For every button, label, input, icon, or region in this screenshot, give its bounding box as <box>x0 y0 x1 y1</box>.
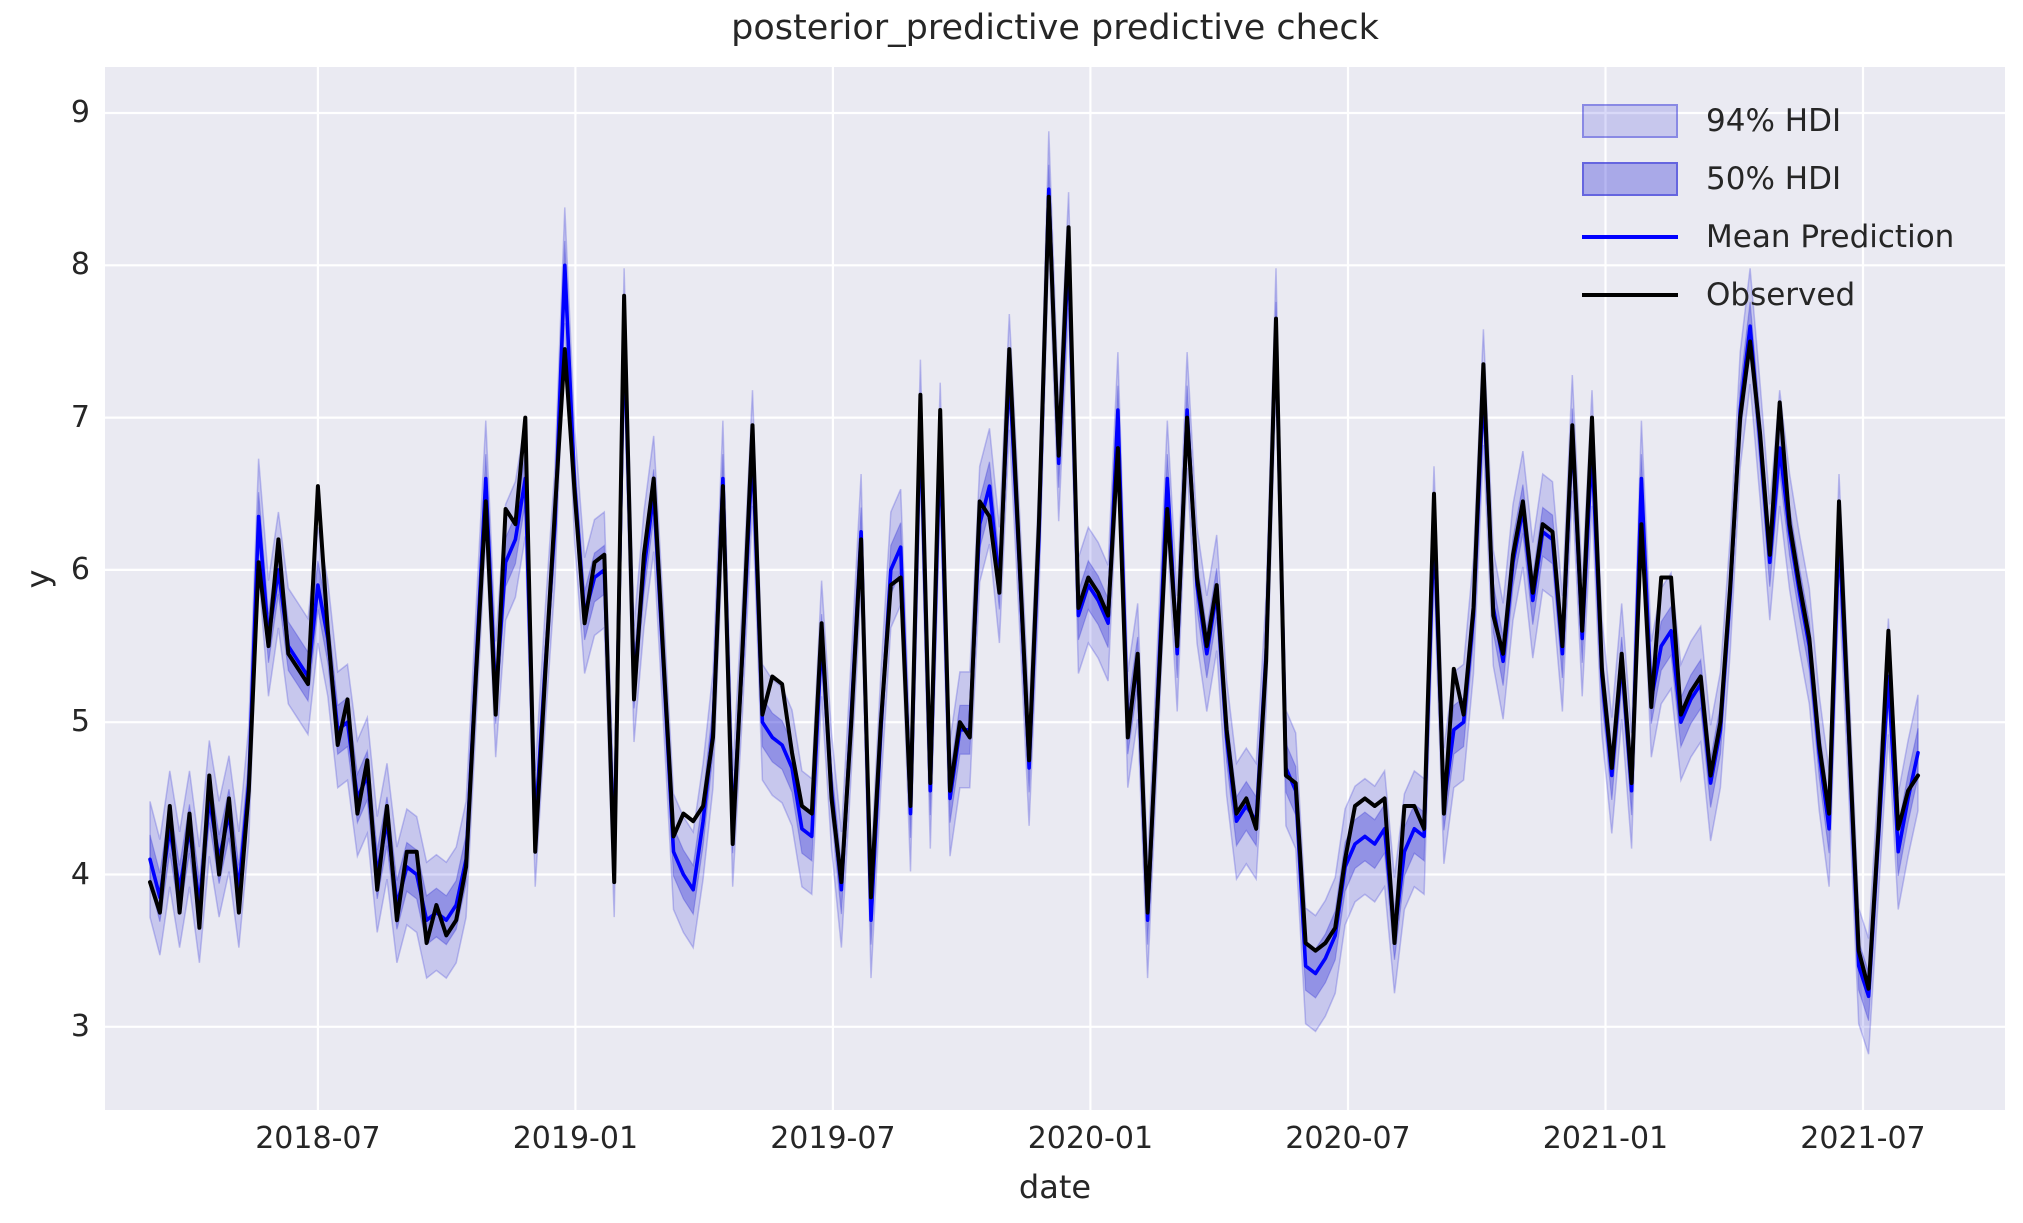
x-tick-label: 2019-01 <box>512 1121 639 1156</box>
y-tick-label: 3 <box>70 1008 90 1044</box>
legend-label: 50% HDI <box>1706 161 1842 197</box>
y-tick-label: 7 <box>70 399 90 435</box>
y-tick-label: 8 <box>70 247 90 283</box>
y-tick-label: 4 <box>70 856 90 892</box>
hdi50-swatch-icon <box>1582 162 1678 196</box>
x-axis-label: date <box>1018 1168 1092 1206</box>
x-tick-label: 2018-07 <box>255 1121 381 1156</box>
x-tick-label: 2021-07 <box>1800 1121 1926 1156</box>
mean-line-icon <box>1582 235 1678 239</box>
legend-item-observed: Observed <box>1582 274 1954 316</box>
y-tick-label: 6 <box>70 551 90 587</box>
y-tick-label: 9 <box>70 95 90 130</box>
legend-item-94-hdi: 94% HDI <box>1582 100 1954 142</box>
legend-label: 94% HDI <box>1706 103 1842 139</box>
legend-label: Mean Prediction <box>1706 219 1955 255</box>
legend-item-50-hdi: 50% HDI <box>1582 158 1954 200</box>
chart-title: posterior_predictive predictive check <box>731 8 1379 48</box>
observed-line-icon <box>1582 293 1678 297</box>
x-tick-label: 2020-01 <box>1027 1121 1154 1156</box>
plot-area <box>105 67 2005 1110</box>
x-tick-label: 2019-07 <box>770 1121 896 1156</box>
hdi94-swatch-icon <box>1582 104 1678 138</box>
legend-label: Observed <box>1706 277 1856 313</box>
y-tick-label: 5 <box>70 704 90 740</box>
x-tick-label: 2020-07 <box>1285 1121 1411 1156</box>
legend-item-mean-prediction: Mean Prediction <box>1582 216 1954 258</box>
x-tick-label: 2021-01 <box>1542 1121 1669 1156</box>
observed-line <box>148 194 1920 991</box>
legend: 94% HDI 50% HDI Mean Prediction Observed <box>1582 100 1954 316</box>
